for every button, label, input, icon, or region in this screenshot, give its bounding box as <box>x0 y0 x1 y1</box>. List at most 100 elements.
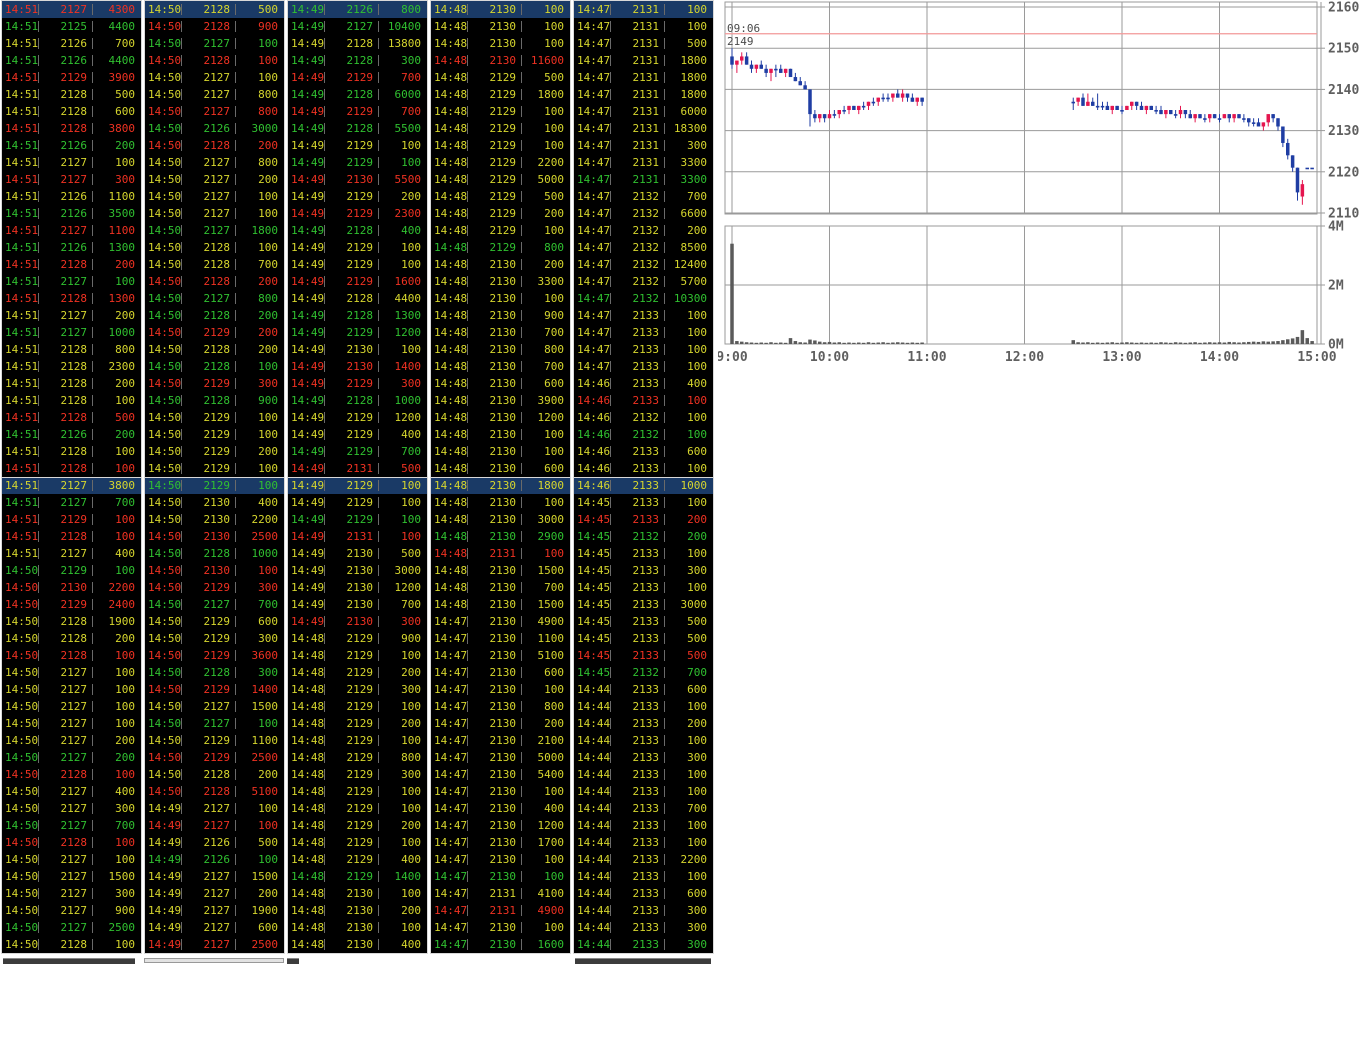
tick-row[interactable]: 14:47 2132 700 <box>574 188 713 205</box>
tick-row[interactable]: 14:49 2127 100 <box>145 800 284 817</box>
tick-row[interactable]: 14:49 2130 100 <box>288 341 427 358</box>
tick-row[interactable]: 14:49 2126 500 <box>145 834 284 851</box>
tick-row[interactable]: 14:48 2129 1400 <box>288 868 427 885</box>
tick-row[interactable]: 14:51 2127 200 <box>2 307 141 324</box>
tick-row[interactable]: 14:48 2129 900 <box>288 630 427 647</box>
tick-row[interactable]: 14:45 2133 3000 <box>574 596 713 613</box>
tick-row[interactable]: 14:51 2127 400 <box>2 545 141 562</box>
tick-row[interactable]: 14:48 2130 2900 <box>431 528 570 545</box>
tick-row[interactable]: 14:48 2130 700 <box>431 358 570 375</box>
tick-row[interactable]: 14:50 2129 100 <box>145 409 284 426</box>
tick-row[interactable]: 14:51 2127 700 <box>2 494 141 511</box>
tick-row[interactable]: 14:48 2129 200 <box>288 664 427 681</box>
tick-row[interactable]: 14:48 2130 3300 <box>431 273 570 290</box>
tick-row[interactable]: 14:49 2129 700 <box>288 443 427 460</box>
tick-row[interactable]: 14:50 2129 200 <box>145 324 284 341</box>
tick-row[interactable]: 14:49 2128 5500 <box>288 120 427 137</box>
tick-row[interactable]: 14:49 2127 2500 <box>145 936 284 953</box>
tick-row[interactable]: 14:47 2130 1700 <box>431 834 570 851</box>
tick-row[interactable]: 14:51 2126 200 <box>2 137 141 154</box>
tick-row[interactable]: 14:48 2130 100 <box>431 443 570 460</box>
tick-row[interactable]: 14:48 2129 100 <box>288 698 427 715</box>
tick-row[interactable]: 14:51 2128 200 <box>2 375 141 392</box>
tick-row[interactable]: 14:50 2127 400 <box>2 783 141 800</box>
tick-row[interactable]: 14:50 2127 700 <box>145 596 284 613</box>
tick-row[interactable]: 14:47 2131 6000 <box>574 103 713 120</box>
horizontal-scrollbar[interactable] <box>144 958 284 963</box>
tick-row[interactable]: 14:47 2132 200 <box>574 222 713 239</box>
tick-row[interactable]: 14:50 2127 900 <box>2 902 141 919</box>
tick-row[interactable]: 14:50 2130 2200 <box>145 511 284 528</box>
tick-row[interactable]: 14:50 2127 100 <box>2 664 141 681</box>
time-sales-panel-4[interactable]: 14:48 2130 100 14:48 2130 100 14:48 2130 100 14:4… <box>430 0 571 954</box>
tick-row[interactable]: 14:49 2128 13800 <box>288 35 427 52</box>
tick-row[interactable]: 14:49 2128 4400 <box>288 290 427 307</box>
tick-row[interactable]: 14:46 2133 100 <box>574 392 713 409</box>
tick-row[interactable]: 14:47 2132 10300 <box>574 290 713 307</box>
tick-row[interactable]: 14:50 2129 2500 <box>145 749 284 766</box>
tick-row[interactable]: 14:50 2129 300 <box>145 630 284 647</box>
tick-row[interactable]: 14:45 2133 100 <box>574 545 713 562</box>
tick-row[interactable]: 14:47 2133 100 <box>574 324 713 341</box>
tick-row[interactable]: 14:50 2127 200 <box>2 749 141 766</box>
tick-row[interactable]: 14:44 2133 200 <box>574 715 713 732</box>
tick-row[interactable]: 14:51 2127 4300 <box>2 1 141 18</box>
tick-row[interactable]: 14:50 2127 100 <box>2 698 141 715</box>
tick-row[interactable]: 14:50 2129 300 <box>145 375 284 392</box>
tick-row[interactable]: 14:49 2130 300 <box>288 613 427 630</box>
tick-row[interactable]: 14:47 2132 8500 <box>574 239 713 256</box>
tick-row[interactable]: 14:50 2127 800 <box>145 154 284 171</box>
tick-row[interactable]: 14:51 2129 100 <box>2 511 141 528</box>
tick-row[interactable]: 14:47 2130 100 <box>431 919 570 936</box>
tick-row[interactable]: 14:47 2131 100 <box>574 18 713 35</box>
tick-row[interactable]: 14:51 2128 500 <box>2 86 141 103</box>
tick-row[interactable]: 14:51 2127 100 <box>2 273 141 290</box>
tick-row[interactable]: 14:44 2133 300 <box>574 749 713 766</box>
tick-row[interactable]: 14:50 2128 1000 <box>145 545 284 562</box>
tick-row[interactable]: 14:47 2131 4900 <box>431 902 570 919</box>
tick-row[interactable]: 14:46 2133 400 <box>574 375 713 392</box>
tick-row[interactable]: 14:49 2129 100 <box>288 239 427 256</box>
tick-row[interactable]: 14:50 2127 100 <box>145 205 284 222</box>
tick-row[interactable]: 14:47 2131 1800 <box>574 86 713 103</box>
tick-row[interactable]: 14:44 2133 700 <box>574 800 713 817</box>
tick-row[interactable]: 14:50 2128 900 <box>145 18 284 35</box>
tick-row[interactable]: 14:48 2130 700 <box>431 579 570 596</box>
tick-row[interactable]: 14:48 2129 500 <box>431 188 570 205</box>
tick-row[interactable]: 14:45 2133 500 <box>574 613 713 630</box>
tick-row[interactable]: 14:48 2130 100 <box>431 18 570 35</box>
tick-row[interactable]: 14:48 2129 2200 <box>431 154 570 171</box>
tick-row[interactable]: 14:47 2131 3300 <box>574 154 713 171</box>
tick-row[interactable]: 14:48 2129 100 <box>288 800 427 817</box>
tick-row[interactable]: 14:50 2130 400 <box>145 494 284 511</box>
tick-row[interactable]: 14:44 2133 600 <box>574 885 713 902</box>
tick-row[interactable]: 14:50 2127 200 <box>145 171 284 188</box>
tick-row[interactable]: 14:49 2127 10400 <box>288 18 427 35</box>
tick-row[interactable]: 14:45 2132 200 <box>574 528 713 545</box>
tick-row[interactable]: 14:44 2133 100 <box>574 732 713 749</box>
tick-row[interactable]: 14:47 2133 100 <box>574 358 713 375</box>
tick-row[interactable]: 14:50 2126 3000 <box>145 120 284 137</box>
tick-row[interactable]: 14:48 2130 600 <box>431 375 570 392</box>
tick-row[interactable]: 14:50 2128 5100 <box>145 783 284 800</box>
tick-row[interactable]: 14:51 2129 3900 <box>2 69 141 86</box>
tick-row[interactable]: 14:48 2129 100 <box>431 222 570 239</box>
tick-row[interactable]: 14:49 2131 500 <box>288 460 427 477</box>
tick-row[interactable]: 14:50 2127 100 <box>145 188 284 205</box>
tick-row[interactable]: 14:48 2130 700 <box>431 324 570 341</box>
tick-row[interactable]: 14:48 2129 300 <box>288 681 427 698</box>
tick-row[interactable]: 14:44 2133 100 <box>574 783 713 800</box>
tick-row[interactable]: 14:44 2133 300 <box>574 902 713 919</box>
tick-row[interactable]: 14:48 2129 100 <box>431 137 570 154</box>
tick-row[interactable]: 14:49 2129 1600 <box>288 273 427 290</box>
tick-row[interactable]: 14:49 2127 1900 <box>145 902 284 919</box>
tick-row[interactable]: 14:47 2130 400 <box>431 800 570 817</box>
tick-row[interactable]: 14:49 2129 100 <box>288 137 427 154</box>
tick-row[interactable]: 14:48 2129 800 <box>431 239 570 256</box>
tick-row[interactable]: 14:50 2127 1500 <box>145 698 284 715</box>
tick-row[interactable]: 14:50 2128 200 <box>145 273 284 290</box>
intraday-chart-window[interactable]: 09:06 2149 2160 2150 2140 2130 2120 2110 4M 2M 0M 9… <box>716 0 1363 372</box>
tick-row[interactable]: 14:49 2127 100 <box>145 817 284 834</box>
tick-row[interactable]: 14:51 2126 200 <box>2 426 141 443</box>
tick-row[interactable]: 14:50 2128 100 <box>2 936 141 953</box>
